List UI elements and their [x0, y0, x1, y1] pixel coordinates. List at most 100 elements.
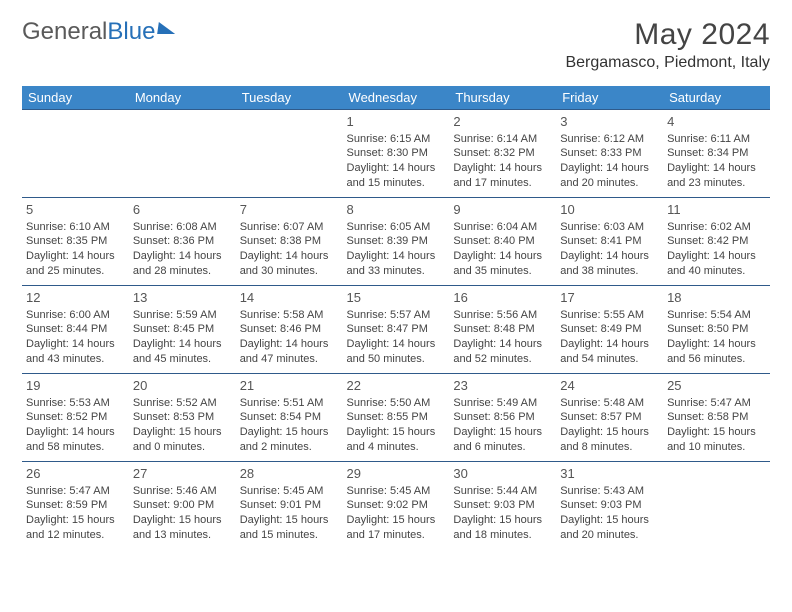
calendar-week-row: 19Sunrise: 5:53 AMSunset: 8:52 PMDayligh… — [22, 374, 770, 462]
sunset-text: Sunset: 8:47 PM — [347, 322, 446, 337]
sunrise-text: Sunrise: 5:48 AM — [560, 396, 659, 411]
day-number: 31 — [560, 465, 659, 483]
daylight-text: Daylight: 14 hours — [347, 161, 446, 176]
sunset-text: Sunset: 9:03 PM — [560, 498, 659, 513]
sunset-text: Sunset: 8:36 PM — [133, 234, 232, 249]
day-number: 10 — [560, 201, 659, 219]
day-header: Wednesday — [343, 86, 450, 110]
calendar-week-row: 1Sunrise: 6:15 AMSunset: 8:30 PMDaylight… — [22, 110, 770, 198]
daylight-text: Daylight: 15 hours — [240, 513, 339, 528]
day-number: 6 — [133, 201, 232, 219]
daylight-text: Daylight: 14 hours — [240, 249, 339, 264]
daylight-text: Daylight: 15 hours — [560, 513, 659, 528]
sunrise-text: Sunrise: 5:58 AM — [240, 308, 339, 323]
daylight-text: and 6 minutes. — [453, 440, 552, 455]
daylight-text: Daylight: 14 hours — [667, 337, 766, 352]
daylight-text: and 54 minutes. — [560, 352, 659, 367]
daylight-text: and 25 minutes. — [26, 264, 125, 279]
sunrise-text: Sunrise: 6:15 AM — [347, 132, 446, 147]
location-subtitle: Bergamasco, Piedmont, Italy — [565, 54, 770, 72]
calendar-day-cell: 7Sunrise: 6:07 AMSunset: 8:38 PMDaylight… — [236, 198, 343, 286]
sunset-text: Sunset: 8:50 PM — [667, 322, 766, 337]
day-number: 24 — [560, 377, 659, 395]
daylight-text: and 4 minutes. — [347, 440, 446, 455]
sunrise-text: Sunrise: 6:14 AM — [453, 132, 552, 147]
sunset-text: Sunset: 8:44 PM — [26, 322, 125, 337]
calendar-day-cell: 19Sunrise: 5:53 AMSunset: 8:52 PMDayligh… — [22, 374, 129, 462]
day-header: Friday — [556, 86, 663, 110]
sunset-text: Sunset: 8:49 PM — [560, 322, 659, 337]
daylight-text: Daylight: 15 hours — [453, 513, 552, 528]
day-number: 20 — [133, 377, 232, 395]
day-number: 8 — [347, 201, 446, 219]
calendar-day-cell: 21Sunrise: 5:51 AMSunset: 8:54 PMDayligh… — [236, 374, 343, 462]
sunset-text: Sunset: 8:34 PM — [667, 146, 766, 161]
header: GeneralBlue May 2024 Bergamasco, Piedmon… — [22, 18, 770, 72]
sunset-text: Sunset: 9:01 PM — [240, 498, 339, 513]
daylight-text: Daylight: 14 hours — [26, 425, 125, 440]
title-block: May 2024 Bergamasco, Piedmont, Italy — [565, 18, 770, 72]
daylight-text: Daylight: 15 hours — [133, 513, 232, 528]
calendar-day-cell: 25Sunrise: 5:47 AMSunset: 8:58 PMDayligh… — [663, 374, 770, 462]
day-number: 22 — [347, 377, 446, 395]
sunrise-text: Sunrise: 6:00 AM — [26, 308, 125, 323]
daylight-text: and 15 minutes. — [240, 528, 339, 543]
daylight-text: Daylight: 14 hours — [667, 249, 766, 264]
sunrise-text: Sunrise: 6:11 AM — [667, 132, 766, 147]
daylight-text: and 45 minutes. — [133, 352, 232, 367]
daylight-text: and 35 minutes. — [453, 264, 552, 279]
daylight-text: Daylight: 15 hours — [26, 513, 125, 528]
sunrise-text: Sunrise: 6:10 AM — [26, 220, 125, 235]
daylight-text: and 17 minutes. — [347, 528, 446, 543]
daylight-text: and 13 minutes. — [133, 528, 232, 543]
day-number: 27 — [133, 465, 232, 483]
sunset-text: Sunset: 8:53 PM — [133, 410, 232, 425]
day-number: 16 — [453, 289, 552, 307]
daylight-text: and 52 minutes. — [453, 352, 552, 367]
daylight-text: Daylight: 14 hours — [347, 337, 446, 352]
logo: GeneralBlue — [22, 18, 176, 46]
sunset-text: Sunset: 8:33 PM — [560, 146, 659, 161]
sunrise-text: Sunrise: 5:44 AM — [453, 484, 552, 499]
calendar-day-cell: 23Sunrise: 5:49 AMSunset: 8:56 PMDayligh… — [449, 374, 556, 462]
calendar-day-cell: 10Sunrise: 6:03 AMSunset: 8:41 PMDayligh… — [556, 198, 663, 286]
day-number: 3 — [560, 113, 659, 131]
daylight-text: Daylight: 14 hours — [133, 249, 232, 264]
calendar-day-cell: 8Sunrise: 6:05 AMSunset: 8:39 PMDaylight… — [343, 198, 450, 286]
sunset-text: Sunset: 9:00 PM — [133, 498, 232, 513]
day-number: 18 — [667, 289, 766, 307]
sunrise-text: Sunrise: 5:50 AM — [347, 396, 446, 411]
calendar-week-row: 12Sunrise: 6:00 AMSunset: 8:44 PMDayligh… — [22, 286, 770, 374]
daylight-text: Daylight: 14 hours — [560, 249, 659, 264]
sunset-text: Sunset: 8:52 PM — [26, 410, 125, 425]
sunrise-text: Sunrise: 6:04 AM — [453, 220, 552, 235]
sunset-text: Sunset: 8:39 PM — [347, 234, 446, 249]
daylight-text: and 20 minutes. — [560, 176, 659, 191]
daylight-text: Daylight: 14 hours — [453, 249, 552, 264]
daylight-text: Daylight: 14 hours — [133, 337, 232, 352]
sunrise-text: Sunrise: 6:07 AM — [240, 220, 339, 235]
day-number: 21 — [240, 377, 339, 395]
day-header: Sunday — [22, 86, 129, 110]
calendar-day-cell: 9Sunrise: 6:04 AMSunset: 8:40 PMDaylight… — [449, 198, 556, 286]
day-header: Saturday — [663, 86, 770, 110]
calendar-empty-cell — [236, 110, 343, 198]
day-number: 7 — [240, 201, 339, 219]
daylight-text: and 15 minutes. — [347, 176, 446, 191]
daylight-text: and 8 minutes. — [560, 440, 659, 455]
sunrise-text: Sunrise: 6:03 AM — [560, 220, 659, 235]
logo-text-gray: General — [22, 18, 107, 46]
daylight-text: and 10 minutes. — [667, 440, 766, 455]
calendar-week-row: 5Sunrise: 6:10 AMSunset: 8:35 PMDaylight… — [22, 198, 770, 286]
calendar-day-cell: 14Sunrise: 5:58 AMSunset: 8:46 PMDayligh… — [236, 286, 343, 374]
daylight-text: Daylight: 15 hours — [240, 425, 339, 440]
sunset-text: Sunset: 8:35 PM — [26, 234, 125, 249]
day-number: 17 — [560, 289, 659, 307]
calendar-day-cell: 24Sunrise: 5:48 AMSunset: 8:57 PMDayligh… — [556, 374, 663, 462]
daylight-text: Daylight: 14 hours — [453, 161, 552, 176]
daylight-text: and 50 minutes. — [347, 352, 446, 367]
day-number: 28 — [240, 465, 339, 483]
calendar-day-cell: 3Sunrise: 6:12 AMSunset: 8:33 PMDaylight… — [556, 110, 663, 198]
sunrise-text: Sunrise: 5:54 AM — [667, 308, 766, 323]
sunrise-text: Sunrise: 5:57 AM — [347, 308, 446, 323]
